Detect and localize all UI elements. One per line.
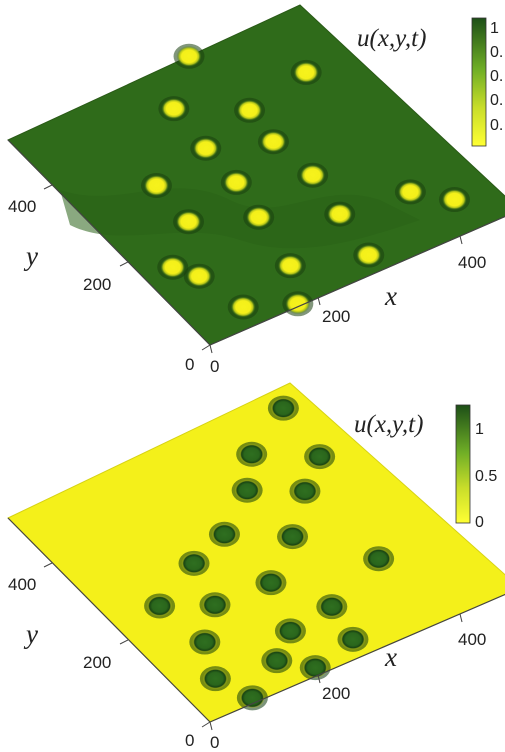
colorbar-tick: 0.5: [475, 468, 497, 485]
tick-mark: [43, 562, 53, 568]
tick-mark: [201, 721, 211, 728]
colorbar-tick: 0.: [490, 117, 503, 134]
y-tick-label: 0: [185, 355, 194, 374]
y-tick-label: 200: [83, 653, 111, 672]
tick-mark: [209, 721, 213, 731]
colorbar-title: u(x,y,t): [354, 411, 423, 438]
pattern-spot: [246, 206, 272, 228]
x-tick-label: 200: [322, 307, 350, 326]
pattern-spot: [193, 137, 219, 159]
pattern-spot: [327, 203, 353, 225]
colorbar-tick: 0: [475, 514, 484, 531]
tick-mark: [119, 639, 129, 645]
pattern-spot: [176, 211, 202, 233]
pattern-spot: [397, 181, 423, 203]
pattern-spot: [366, 548, 392, 570]
pattern-spot: [260, 131, 286, 153]
pattern-spot: [160, 256, 186, 278]
tick-mark: [209, 344, 213, 354]
pattern-spot: [277, 620, 303, 642]
tick-mark: [317, 296, 321, 306]
x-tick-label: 0: [210, 357, 219, 376]
pattern-spot: [300, 164, 326, 186]
surface-shade-top: [60, 188, 420, 249]
pattern-spot: [293, 61, 319, 83]
y-tick-label: 0: [185, 731, 194, 750]
x-tick-label: 200: [322, 684, 350, 703]
panel-top: 0 200 400 0 200 400 y x u(x,y,t) 1 0. 0.…: [7, 4, 505, 376]
pattern-spot: [181, 552, 207, 574]
tick-mark: [119, 261, 129, 267]
pattern-spot: [230, 296, 256, 318]
pattern-spot: [223, 171, 249, 193]
pattern-spot: [280, 526, 306, 548]
y-axis-label: y: [23, 241, 38, 271]
pattern-spot: [186, 265, 212, 287]
spots-bottom: [144, 395, 395, 711]
pattern-spot: [307, 446, 333, 468]
x-tick-label: 400: [458, 253, 486, 272]
tick-mark: [459, 613, 463, 623]
pattern-spot: [270, 397, 296, 419]
pattern-spot: [143, 175, 169, 196]
x-axis-label: x: [384, 281, 397, 311]
colorbar-tick: 0.: [490, 92, 503, 109]
pattern-spot: [277, 255, 303, 277]
x-tick-label: 0: [210, 733, 219, 752]
pattern-spot: [234, 479, 260, 501]
pattern-spot: [239, 687, 265, 709]
colorbar-tick: 0.: [490, 68, 503, 85]
y-tick-label: 200: [83, 275, 111, 294]
y-axis-line-bottom: [7, 517, 211, 723]
colorbar-title: u(x,y,t): [357, 25, 426, 52]
pattern-spot: [340, 628, 366, 650]
y-tick-label: 400: [8, 197, 36, 216]
surface-plane-top: [7, 4, 505, 346]
pattern-spot: [147, 595, 173, 617]
x-tick-label: 400: [458, 630, 486, 649]
colorbar-tick: 0.: [490, 44, 503, 61]
x-axis-line-bottom: [209, 593, 505, 723]
pattern-spot: [211, 523, 237, 545]
tick-mark: [459, 235, 463, 245]
colorbar-top: [471, 17, 487, 147]
pattern-spot: [237, 99, 263, 121]
y-tick-label: 400: [8, 575, 36, 594]
pattern-spot: [441, 189, 467, 211]
colorbar-tick: 1: [475, 421, 484, 438]
tick-mark: [201, 344, 211, 351]
pattern-spot: [264, 650, 290, 672]
pattern-spot: [192, 631, 218, 653]
pattern-spot: [176, 45, 202, 67]
tick-mark: [317, 674, 321, 684]
pattern-spot: [239, 443, 265, 465]
y-axis-line-top: [7, 139, 211, 346]
pattern-spot: [202, 668, 228, 690]
pattern-spot: [356, 244, 382, 266]
tick-mark: [43, 184, 53, 190]
pattern-spot: [302, 657, 328, 679]
pattern-spot: [258, 572, 284, 594]
pattern-spot: [161, 98, 187, 120]
pattern-spot: [202, 594, 228, 616]
colorbar-bottom: [455, 404, 471, 524]
x-axis-line-top: [209, 215, 505, 346]
panel-bottom: 0 200 400 0 200 400 y x u(x,y,t) 1 0.5 0: [7, 382, 505, 752]
x-axis-label: x: [384, 642, 397, 672]
pattern-spot: [292, 480, 318, 502]
y-axis-label: y: [23, 619, 38, 649]
pattern-spot: [319, 596, 345, 618]
colorbar-tick: 1: [490, 20, 499, 37]
spots-top: [140, 43, 470, 320]
